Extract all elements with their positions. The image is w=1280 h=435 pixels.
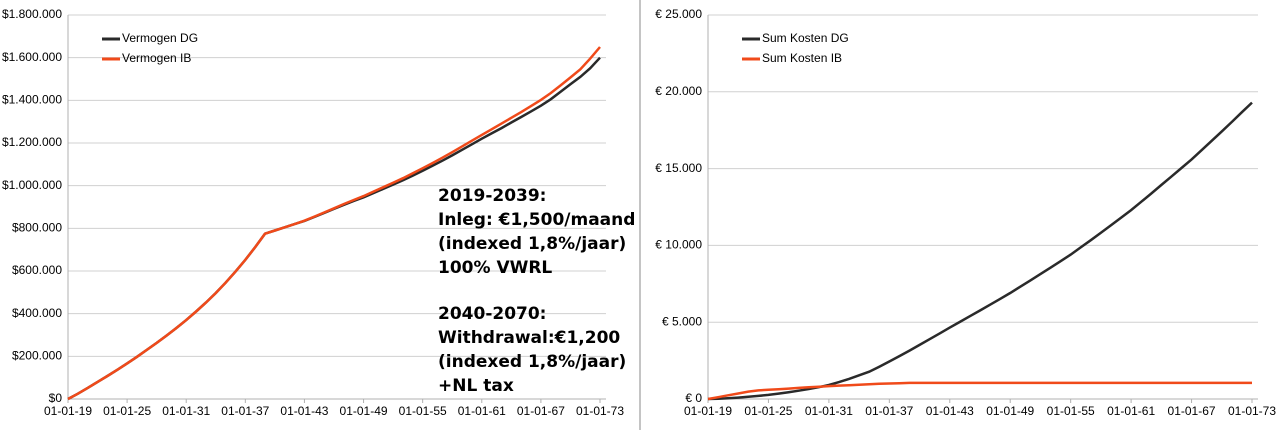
- x-tick-label: 01-01-67: [517, 404, 565, 418]
- annotation: Withdrawal:€1,200: [438, 328, 620, 348]
- annotation: 2040-2070:: [438, 304, 546, 324]
- y-tick-label: € 5.000: [662, 314, 702, 328]
- y-tick-label: € 15.000: [655, 161, 702, 175]
- annotation: (indexed 1,8%/jaar): [438, 352, 626, 372]
- y-tick-label: $1.200.000: [2, 135, 62, 149]
- x-tick-label: 01-01-73: [1228, 404, 1276, 418]
- y-tick-label: $600.000: [12, 263, 62, 277]
- x-tick-label: 01-01-67: [1168, 404, 1216, 418]
- legend-label: Vermogen IB: [122, 51, 191, 65]
- annotation: (indexed 1,8%/jaar): [438, 234, 626, 254]
- y-tick-label: $1.000.000: [2, 178, 62, 192]
- x-tick-label: 01-01-43: [280, 404, 328, 418]
- y-tick-label: $1.800.000: [2, 7, 62, 21]
- legend-label: Sum Kosten DG: [762, 31, 849, 45]
- x-tick-label: 01-01-55: [399, 404, 447, 418]
- y-tick-label: $0: [49, 391, 63, 405]
- annotation: 2019-2039:: [438, 186, 546, 206]
- y-tick-label: € 25.000: [655, 7, 702, 21]
- y-tick-label: $800.000: [12, 221, 62, 235]
- y-tick-label: $1.400.000: [2, 93, 62, 107]
- x-tick-label: 01-01-19: [44, 404, 92, 418]
- x-tick-label: 01-01-31: [162, 404, 210, 418]
- x-tick-label: 01-01-37: [221, 404, 269, 418]
- x-tick-label: 01-01-25: [103, 404, 151, 418]
- line-series: [707, 101, 1253, 401]
- x-tick-label: 01-01-61: [1107, 404, 1155, 418]
- y-tick-label: $400.000: [12, 306, 62, 320]
- x-tick-label: 01-01-19: [684, 404, 732, 418]
- x-tick-label: 01-01-43: [926, 404, 974, 418]
- y-tick-label: € 20.000: [655, 84, 702, 98]
- legend-label: Vermogen DG: [122, 31, 198, 45]
- x-tick-label: 01-01-55: [1047, 404, 1095, 418]
- x-tick-label: 01-01-49: [986, 404, 1034, 418]
- y-tick-label: $1.600.000: [2, 50, 62, 64]
- y-tick-label: € 0: [685, 391, 702, 405]
- line-series: [67, 46, 601, 401]
- annotation: 100% VWRL: [438, 258, 552, 278]
- legend-label: Sum Kosten IB: [762, 51, 842, 65]
- y-tick-label: € 10.000: [655, 238, 702, 252]
- annotation: +NL tax: [438, 376, 514, 396]
- x-tick-label: 01-01-49: [340, 404, 388, 418]
- y-tick-label: $200.000: [12, 349, 62, 363]
- x-tick-label: 01-01-31: [805, 404, 853, 418]
- annotation: Inleg: €1,500/maand: [438, 210, 635, 230]
- line-series: [707, 381, 1252, 401]
- x-tick-label: 01-01-61: [458, 404, 506, 418]
- x-tick-label: 01-01-37: [865, 404, 913, 418]
- x-tick-label: 01-01-73: [576, 404, 624, 418]
- x-tick-label: 01-01-25: [744, 404, 792, 418]
